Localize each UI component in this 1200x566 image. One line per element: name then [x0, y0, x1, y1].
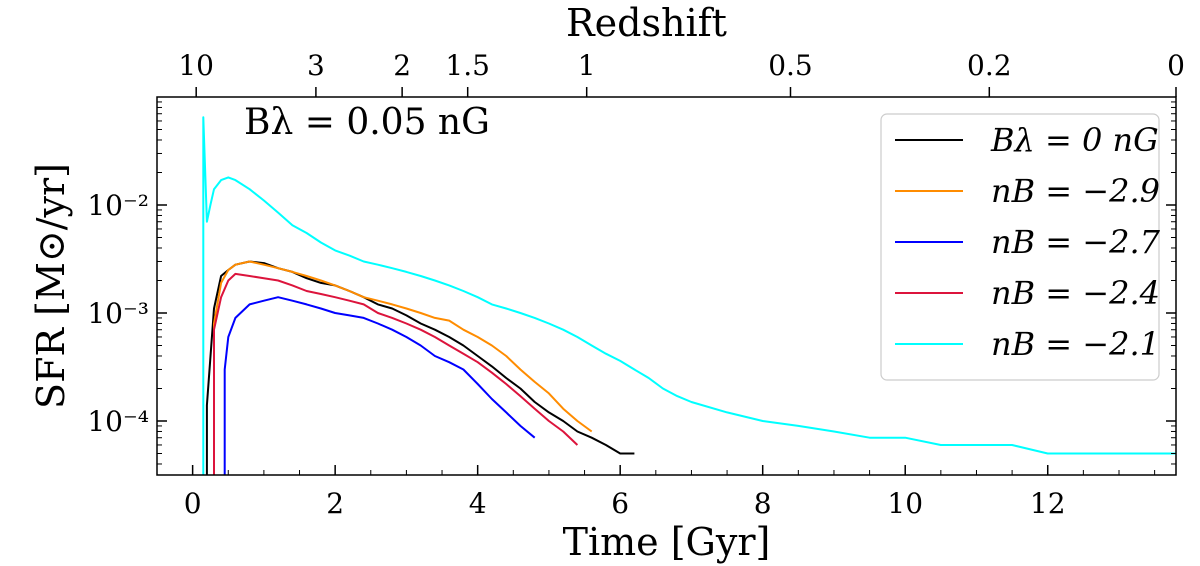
redshift-tick-label: 1.5: [445, 49, 490, 82]
x-tick-label: 10: [887, 487, 923, 520]
x-tick-label: 6: [611, 487, 629, 520]
x-tick-label: 4: [469, 487, 487, 520]
x-tick-label: 2: [326, 487, 344, 520]
redshift-tick-label: 10: [178, 49, 214, 82]
redshift-tick-label: 2: [393, 49, 411, 82]
redshift-tick-label: 0.2: [967, 49, 1012, 82]
y-tick-label: 10⁻²: [87, 189, 149, 222]
redshift-tick-label: 0.5: [768, 49, 813, 82]
series-line-2: [223, 296, 536, 475]
series-line-3: [213, 272, 579, 475]
legend-label: nB = −2.9: [991, 172, 1160, 210]
legend-label: Bλ = 0 nG: [990, 121, 1159, 159]
y-tick-label: 10⁻³: [87, 297, 149, 330]
legend-label: nB = −2.7: [991, 223, 1161, 261]
plot-frame: [156, 96, 1177, 476]
series-lines: [202, 116, 1176, 475]
redshift-tick-label: 1: [578, 49, 596, 82]
legend: Bλ = 0 nG nB = −2.9 nB = −2.7 nB = −2.4 nB =…: [880, 113, 1161, 381]
legend-box: [880, 113, 1160, 381]
top-axis-title: Redshift: [566, 1, 727, 45]
legend-label: nB = −2.4: [991, 274, 1160, 312]
redshift-tick-label: 3: [307, 49, 325, 82]
x-tick-label: 12: [1030, 487, 1066, 520]
axis-ticks: 0 2 4 6 8 10 12 10⁻⁴ 10⁻³ 10⁻² 10 3 2 1.5 1 0.5 0.2 0: [87, 49, 1185, 520]
x-tick-label: 0: [184, 487, 202, 520]
x-axis-title: Time [Gyr]: [563, 520, 771, 564]
legend-label: nB = −2.1: [991, 325, 1160, 363]
y-axis-title: SFR [M⊙/yr]: [29, 163, 73, 409]
x-tick-label: 8: [754, 487, 772, 520]
redshift-tick-label: 0: [1167, 49, 1185, 82]
series-line-0: [205, 260, 635, 475]
y-tick-label: 10⁻⁴: [87, 405, 149, 438]
field-strength-annotation: Bλ = 0.05 nG: [244, 102, 490, 143]
series-line-4: [202, 116, 1176, 475]
series-line-1: [213, 260, 593, 475]
